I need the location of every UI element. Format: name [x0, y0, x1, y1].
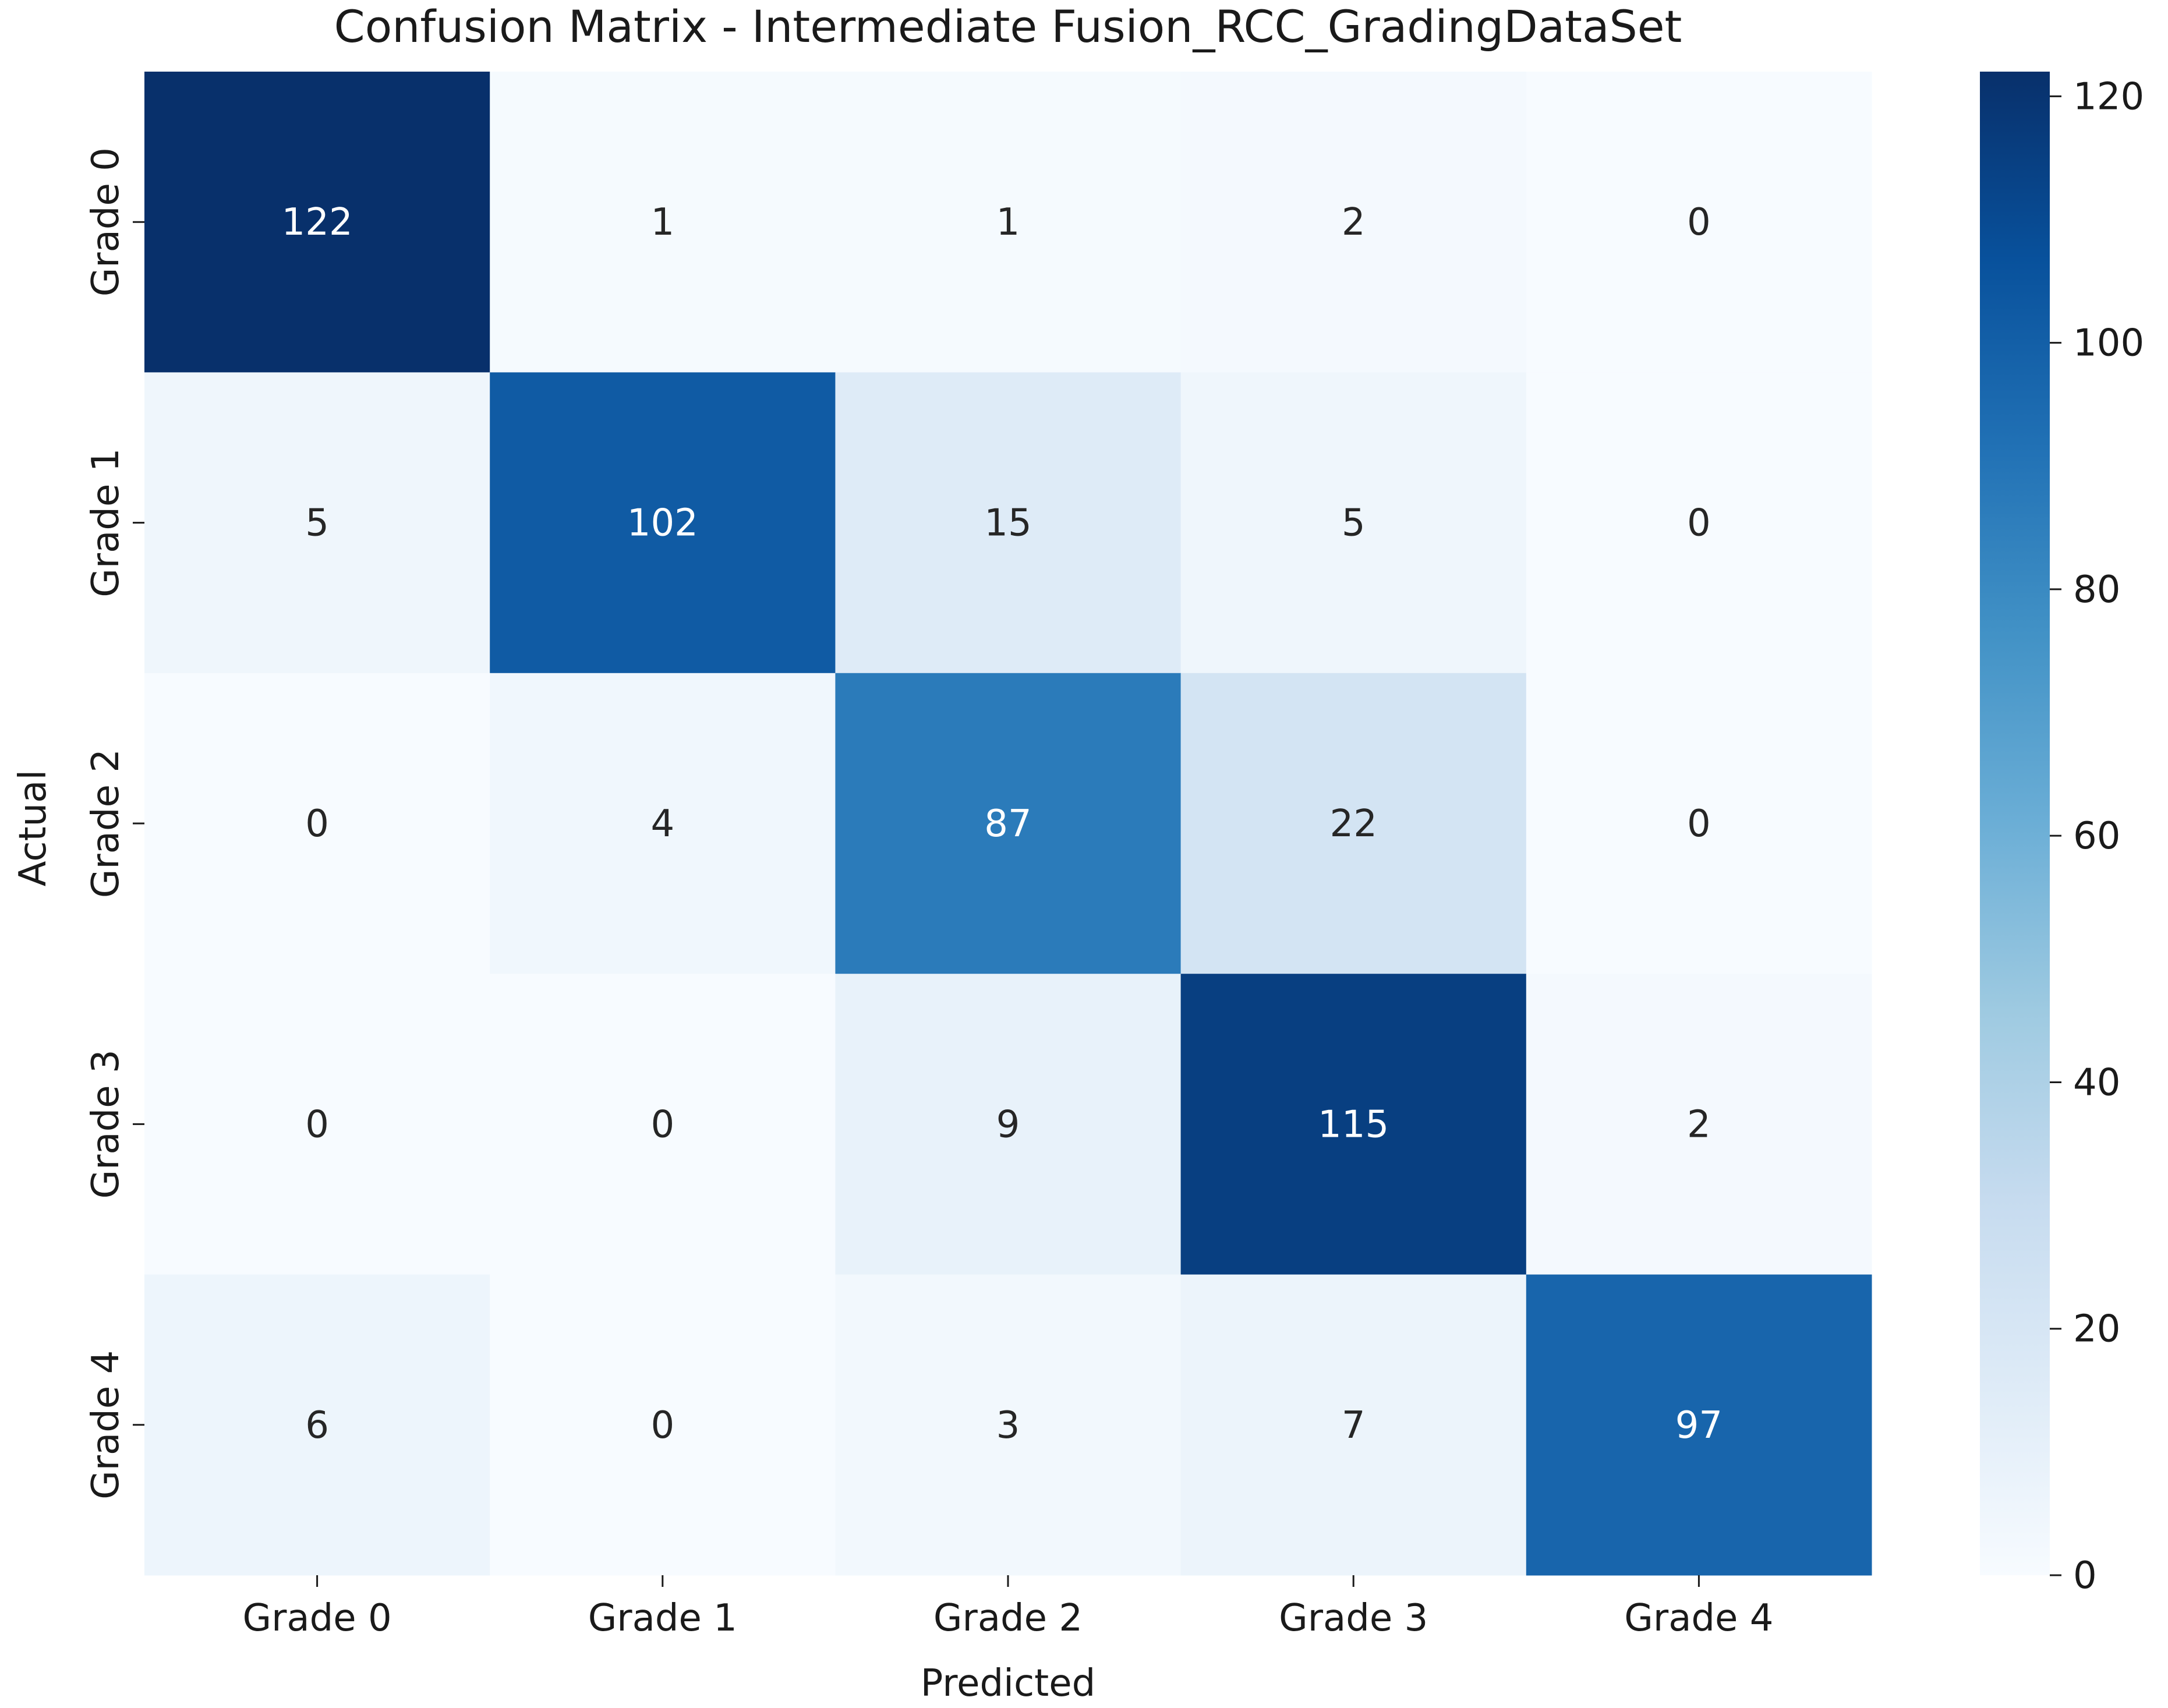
cell-value-label: 102 — [627, 502, 698, 545]
cell-value-label: 0 — [305, 802, 329, 846]
cell-value-label: 4 — [650, 802, 674, 846]
heatmap-cell — [835, 372, 1182, 674]
cell-value-label: 87 — [984, 802, 1031, 846]
x-tick-label: Grade 1 — [588, 1597, 737, 1640]
heatmap-cell — [490, 1274, 836, 1576]
y-tick-label: Grade 4 — [84, 1350, 128, 1500]
colorbar-tick-label: 60 — [2073, 815, 2120, 858]
cell-value-label: 15 — [984, 502, 1031, 545]
cell-value-label: 0 — [1687, 201, 1711, 244]
cell-value-label: 115 — [1318, 1103, 1389, 1146]
heatmap-cell — [144, 372, 490, 674]
colorbar-tick-label: 120 — [2073, 75, 2144, 118]
heatmap-cells: 122 1 1 2 0 5 102 15 5 0 0 4 87 22 0 0 0 9 115 2 6 0 3 7 97 — [144, 72, 1872, 1576]
colorbar: 0 20 40 60 80 100 120 — [1980, 72, 2144, 1597]
y-tick-label: Grade 1 — [84, 448, 128, 597]
cell-value-label: 0 — [650, 1404, 674, 1447]
heatmap-cell — [1526, 372, 1872, 674]
colorbar-tick-label: 20 — [2073, 1308, 2120, 1351]
cell-value-label: 0 — [305, 1103, 329, 1146]
heatmap-cell — [835, 974, 1182, 1275]
heatmap-cell — [144, 1274, 490, 1576]
cell-value-label: 9 — [996, 1103, 1020, 1146]
heatmap-cell — [144, 673, 490, 974]
heatmap-cell — [1180, 72, 1527, 373]
cell-value-label: 0 — [1687, 502, 1711, 545]
heatmap-cell — [1180, 372, 1527, 674]
cell-value-label: 2 — [1687, 1103, 1711, 1146]
heatmap-cell — [835, 1274, 1182, 1576]
cell-value-label: 0 — [650, 1103, 674, 1146]
heatmap-cell — [1526, 72, 1872, 373]
heatmap-cell — [490, 72, 836, 373]
cell-value-label: 122 — [282, 201, 353, 244]
heatmap-cell — [1180, 673, 1527, 974]
heatmap-cell — [490, 673, 836, 974]
heatmap-cell — [1180, 974, 1527, 1275]
colorbar-gradient — [1980, 72, 2050, 1575]
x-tick-label: Grade 3 — [1279, 1597, 1428, 1640]
cell-value-label: 7 — [1342, 1404, 1366, 1447]
heatmap-cell — [835, 72, 1182, 373]
heatmap-cell — [835, 673, 1182, 974]
colorbar-tick-label: 0 — [2073, 1554, 2097, 1597]
colorbar-tick-label: 40 — [2073, 1061, 2120, 1104]
heatmap-cell — [1526, 673, 1872, 974]
x-tick-label: Grade 4 — [1624, 1597, 1773, 1640]
heatmap-cell — [1526, 1274, 1872, 1576]
y-axis-label: Actual — [12, 770, 55, 887]
x-tick-label: Grade 2 — [933, 1597, 1083, 1640]
cell-value-label: 1 — [650, 201, 674, 244]
cell-value-label: 0 — [1687, 802, 1711, 846]
cell-value-label: 22 — [1329, 802, 1377, 846]
cell-value-label: 6 — [305, 1404, 329, 1447]
cell-value-label: 97 — [1675, 1404, 1723, 1447]
heatmap-cell — [490, 372, 836, 674]
heatmap-cell — [490, 974, 836, 1275]
heatmap-cell — [1180, 1274, 1527, 1576]
cell-value-label: 5 — [1342, 502, 1366, 545]
y-tick-label: Grade 3 — [84, 1049, 128, 1198]
heatmap-cell — [144, 974, 490, 1275]
y-tick-label: Grade 0 — [84, 147, 128, 296]
cell-value-label: 3 — [996, 1404, 1020, 1447]
x-axis: Grade 0 Grade 1 Grade 2 Grade 3 Grade 4 — [243, 1575, 1773, 1640]
colorbar-tick-label: 100 — [2073, 322, 2144, 365]
heatmap-cell — [1526, 974, 1872, 1275]
cell-value-label: 1 — [996, 201, 1020, 244]
y-tick-label: Grade 2 — [84, 749, 128, 898]
cell-value-label: 2 — [1342, 201, 1366, 244]
cell-value-label: 5 — [305, 502, 329, 545]
x-tick-label: Grade 0 — [243, 1597, 392, 1640]
y-axis: Grade 0 Grade 1 Grade 2 Grade 3 Grade 4 — [84, 147, 144, 1500]
x-axis-label: Predicted — [921, 1662, 1095, 1705]
chart-title: Confusion Matrix - Intermediate Fusion_R… — [334, 1, 1682, 52]
colorbar-tick-label: 80 — [2073, 568, 2120, 611]
heatmap-cell — [144, 72, 490, 373]
